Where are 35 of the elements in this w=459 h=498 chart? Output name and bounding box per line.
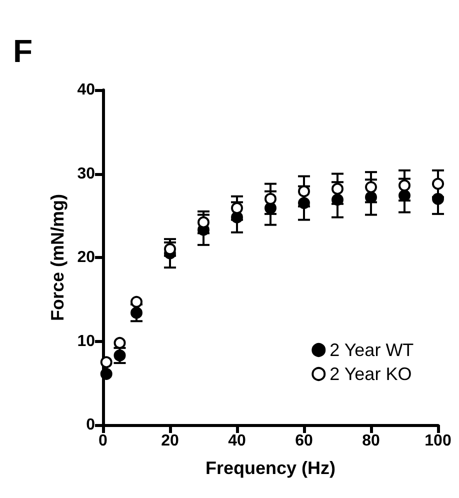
point <box>332 194 344 206</box>
point <box>114 349 126 362</box>
point <box>264 202 276 214</box>
point <box>332 182 344 195</box>
y-axis-title: Force (mN/mg) <box>47 194 68 322</box>
point <box>231 202 243 214</box>
point <box>432 178 444 190</box>
point <box>398 179 410 192</box>
point <box>365 181 377 194</box>
point <box>114 336 126 349</box>
point <box>231 211 243 224</box>
y-tick-label: 10 <box>77 332 96 350</box>
point <box>100 368 112 380</box>
x-tick-label: 20 <box>161 432 179 450</box>
point <box>130 306 142 319</box>
point <box>365 191 377 204</box>
legend-label: 2 Year KO <box>330 364 412 384</box>
point <box>432 192 444 205</box>
point <box>298 185 310 198</box>
point <box>100 356 112 368</box>
legend-label: 2 Year WT <box>330 340 414 360</box>
x-tick-label: 80 <box>362 432 380 450</box>
point <box>264 192 276 205</box>
y-tick-label: 40 <box>77 82 96 98</box>
x-tick-label: 60 <box>295 432 313 450</box>
x-tick-label: 0 <box>98 432 108 450</box>
x-tick-label: 40 <box>228 432 246 450</box>
point <box>298 197 310 210</box>
point <box>130 296 142 308</box>
y-tick-label: 30 <box>77 165 96 182</box>
y-tick-label: 0 <box>86 416 96 434</box>
text: F <box>13 33 33 69</box>
x-tick-label: 100 <box>424 432 452 450</box>
x-axis-title: Frequency (Hz) <box>205 458 336 478</box>
y-tick-label: 20 <box>77 249 96 266</box>
